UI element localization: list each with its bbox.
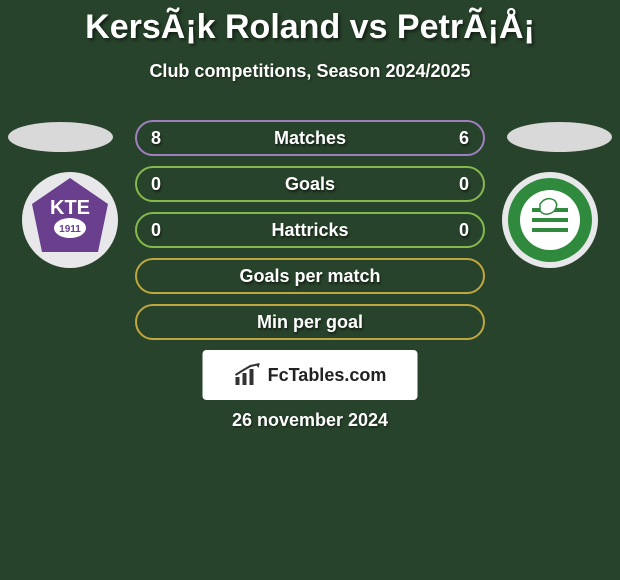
club-badge-right	[500, 170, 600, 270]
subtitle: Club competitions, Season 2024/2025	[0, 61, 620, 82]
stat-label: Min per goal	[137, 312, 483, 333]
date-text: 26 november 2024	[0, 410, 620, 431]
stat-left-value: 0	[151, 220, 161, 241]
kte-crest-icon: KTE 1911	[20, 170, 120, 270]
brand-badge[interactable]: FcTables.com	[203, 350, 418, 400]
stat-row: 0Hattricks0	[135, 212, 485, 248]
stat-label: Goals	[137, 174, 483, 195]
player-avatar-left	[8, 122, 113, 152]
brand-text: FcTables.com	[268, 365, 387, 386]
stat-left-value: 8	[151, 128, 161, 149]
stat-row: Min per goal	[135, 304, 485, 340]
stat-right-value: 0	[459, 174, 469, 195]
player-avatar-right	[507, 122, 612, 152]
stat-right-value: 0	[459, 220, 469, 241]
stat-left-value: 0	[151, 174, 161, 195]
stat-label: Matches	[137, 128, 483, 149]
stat-row: Goals per match	[135, 258, 485, 294]
stat-label: Goals per match	[137, 266, 483, 287]
svg-text:1911: 1911	[59, 224, 81, 235]
stat-row: 8Matches6	[135, 120, 485, 156]
stat-row: 0Goals0	[135, 166, 485, 202]
svg-text:KTE: KTE	[50, 197, 90, 219]
gyor-crest-icon	[500, 170, 600, 270]
stat-right-value: 6	[459, 128, 469, 149]
chart-icon	[234, 363, 262, 387]
stat-label: Hattricks	[137, 220, 483, 241]
club-badge-left: KTE 1911	[20, 170, 120, 270]
page-title: KersÃ¡k Roland vs PetrÃ¡Å¡	[0, 0, 620, 47]
stats-column: 8Matches60Goals00Hattricks0Goals per mat…	[135, 120, 485, 350]
